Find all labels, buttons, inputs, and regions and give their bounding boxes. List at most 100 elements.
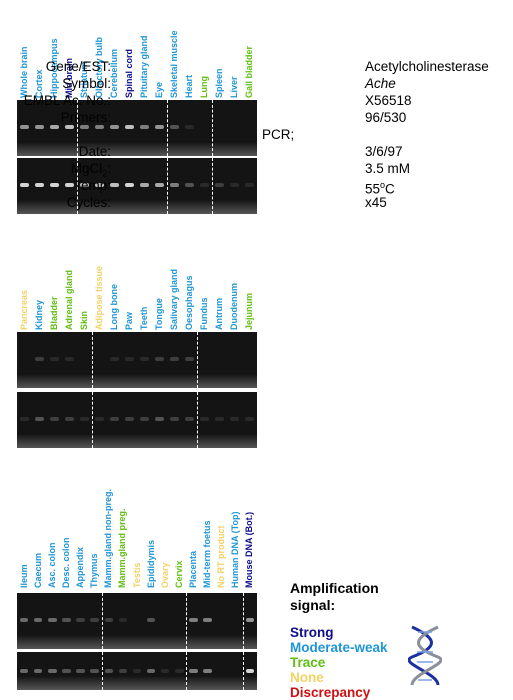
- band-caecum-1: [33, 618, 43, 622]
- band-teeth-1: [140, 357, 149, 361]
- band-epididymis-2: [146, 669, 156, 673]
- band-pituitary-gland-1: [140, 125, 149, 129]
- gel-image-3b: [17, 652, 257, 690]
- band-tongue-2: [155, 417, 164, 421]
- lane-label-no-rt-product: No RT product: [216, 525, 227, 589]
- band-ovary-2: [161, 669, 170, 673]
- band-skeletal-muscle-2: [170, 183, 179, 187]
- band-skin-2: [80, 417, 89, 421]
- band-cortex-1: [35, 125, 44, 129]
- band-mid-term-foetus-2: [203, 669, 212, 673]
- band-eye-1: [155, 125, 164, 129]
- primers-value: 96/530: [365, 110, 407, 125]
- legend-item-none: None: [290, 670, 324, 685]
- band-duodenum-2: [230, 417, 239, 421]
- primers-key: Primers:: [60, 110, 111, 125]
- band-adipose-tissue-2: [95, 417, 104, 421]
- band-gall-bladder-2: [245, 183, 254, 187]
- band-mamm-gland-non-preg-2: [104, 669, 113, 673]
- band-spinal-cord-1: [125, 125, 134, 129]
- band-teeth-2: [140, 417, 149, 421]
- band-olfactory-bulb-1: [95, 125, 104, 129]
- date-value: 3/6/97: [365, 144, 403, 159]
- band-adrenal-gland-1: [65, 357, 74, 361]
- lane-label-epididymis: Epididymis: [145, 539, 156, 588]
- band-cerebellum-1: [110, 125, 119, 129]
- band-whole-brain-1: [20, 125, 29, 129]
- legend-items: Strong Moderate-weak Trace None Discrepancy: [290, 625, 410, 700]
- band-tongue-1: [155, 357, 164, 361]
- band-testis-2: [132, 669, 142, 673]
- band-jejunum-2: [245, 417, 254, 421]
- lane-divider: [101, 593, 103, 649]
- lane-label-ovary: Ovary: [159, 562, 170, 588]
- band-mamm-gland-preg-1: [118, 618, 128, 622]
- lane-label-asc-colon: Asc. colon: [46, 542, 57, 588]
- lane-label-appendix: Appendix: [75, 546, 86, 588]
- band-appendix-2: [76, 669, 85, 673]
- band-adrenal-gland-2: [65, 417, 74, 421]
- lane-divider: [212, 100, 213, 156]
- band-placenta-2: [189, 669, 198, 673]
- band-eye-2: [155, 183, 164, 187]
- band-antrum-2: [215, 417, 224, 421]
- temp-value: 55oC: [365, 180, 395, 197]
- band-skeletal-muscle-1: [170, 125, 179, 129]
- band-ileum-2: [19, 669, 29, 673]
- band-asc-colon-2: [48, 669, 57, 673]
- symbol-value: Ache: [365, 76, 396, 91]
- lane-divider: [92, 332, 93, 388]
- gel-image-3a: [17, 593, 257, 649]
- lane-divider: [197, 332, 198, 388]
- band-olfactory-bulb-2: [95, 183, 104, 187]
- lane-divider: [167, 158, 168, 214]
- band-kidney-1: [35, 357, 44, 361]
- lane-label-testis: Testis: [131, 562, 142, 588]
- band-asc-colon-1: [48, 618, 57, 622]
- band-epididymis-1: [146, 618, 156, 622]
- lane-label-mouse-dna-bot: Mouse DNA (Bot.): [244, 511, 255, 588]
- dna-helix-icon: [408, 625, 442, 686]
- lane-label-cervix: Cervix: [173, 560, 184, 588]
- band-mid-brain-2: [65, 183, 74, 187]
- gel-image-2b: [17, 392, 257, 448]
- band-lung-2: [200, 183, 209, 187]
- amplification-legend: Amplification signal: Strong Moderate-wea…: [290, 580, 410, 700]
- band-mid-brain-1: [65, 125, 74, 129]
- band-fundus-2: [200, 417, 209, 421]
- lane-divider: [167, 100, 168, 156]
- band-paw-1: [125, 357, 134, 361]
- band-heart-1: [185, 125, 194, 129]
- band-cervix-2: [175, 669, 184, 673]
- band-striatum-1: [80, 125, 89, 129]
- band-long-bone-1: [110, 357, 119, 361]
- lane-divider: [92, 392, 93, 448]
- band-mouse-dna-bot-1: [245, 618, 255, 622]
- legend-item-moderate-weak: Moderate-weak: [290, 640, 388, 655]
- band-salivary-gland-1: [170, 357, 179, 361]
- lane-label-human-dna-top: Human DNA (Top): [230, 511, 241, 589]
- temp-key: Temp:: [74, 178, 111, 193]
- band-mid-term-foetus-1: [203, 618, 212, 622]
- embl-key: EMBL Ac. No.:: [23, 93, 111, 108]
- lane-divider: [186, 652, 188, 690]
- band-appendix-1: [76, 618, 85, 622]
- lane-divider: [197, 392, 198, 448]
- band-kidney-2: [35, 417, 44, 421]
- band-spleen-2: [215, 183, 224, 187]
- band-thymus-2: [90, 669, 99, 673]
- band-mamm-gland-non-preg-1: [104, 618, 113, 622]
- band-salivary-gland-2: [170, 417, 179, 421]
- band-thymus-1: [90, 618, 99, 622]
- lane-labels-3: Ileum Caecum Asc. colon Desc. colon Appendix…: [17, 0, 257, 588]
- cycles-value: x45: [365, 195, 387, 210]
- date-key: Date:: [78, 144, 111, 159]
- lane-divider: [101, 652, 103, 690]
- band-pancreas-2: [20, 417, 29, 421]
- band-desc-colon-2: [62, 669, 71, 673]
- lane-divider: [212, 158, 213, 214]
- band-oesophagus-2: [185, 417, 194, 421]
- gel-image-2a: [17, 332, 257, 388]
- band-whole-brain-2: [20, 183, 29, 187]
- lane-divider: [77, 100, 78, 156]
